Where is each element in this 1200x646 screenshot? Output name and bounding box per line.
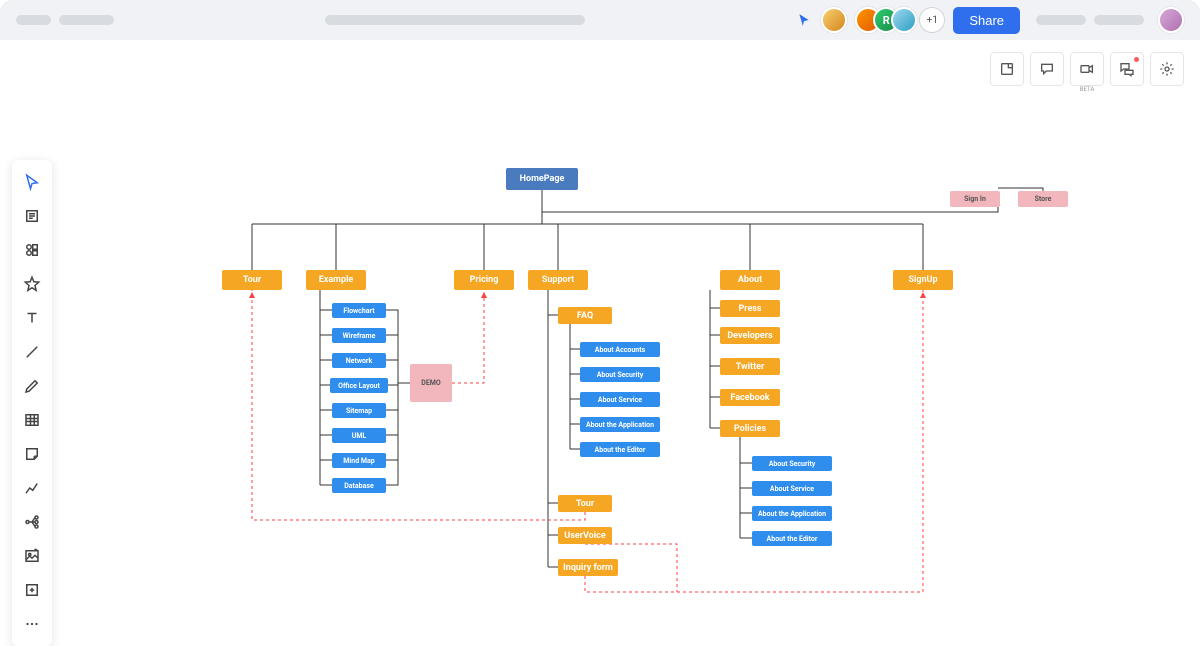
sitemap-node-ab_tw[interactable]: Twitter <box>720 358 780 375</box>
sitemap-node-ex_off[interactable]: Office Layout <box>330 378 388 393</box>
sitemap-node-ex_db[interactable]: Database <box>332 478 386 493</box>
sitemap-node-ex_wire[interactable]: Wireframe <box>332 328 386 343</box>
sitemap-node-faq_ed[interactable]: About the Editor <box>580 442 660 457</box>
sitemap-node-signup[interactable]: SignUp <box>893 270 953 290</box>
sitemap-node-ex_flow[interactable]: Flowchart <box>332 303 386 318</box>
sitemap-node-demo[interactable]: DEMO <box>410 364 452 402</box>
sitemap-node-faq[interactable]: FAQ <box>558 307 612 324</box>
cursor-icon <box>795 11 813 29</box>
decorative-pill <box>16 15 51 25</box>
diagram-canvas[interactable]: HomePage Sign In Store Tour Example Pricing Su… <box>0 40 1200 630</box>
collaborator-avatars[interactable]: R <box>855 7 917 33</box>
sitemap-node-sup_uv[interactable]: UserVoice <box>558 527 612 544</box>
sitemap-node-support[interactable]: Support <box>528 270 588 290</box>
profile-avatar[interactable] <box>1158 7 1184 33</box>
sitemap-node-sup_inq[interactable]: Inquiry form <box>558 559 618 576</box>
decorative-pill <box>1094 15 1144 25</box>
title-placeholder[interactable] <box>325 15 585 25</box>
sitemap-node-ex_site[interactable]: Sitemap <box>332 403 386 418</box>
sitemap-node-ab_press[interactable]: Press <box>720 300 780 317</box>
sitemap-node-ex_uml[interactable]: UML <box>332 428 386 443</box>
sitemap-node-ex_mm[interactable]: Mind Map <box>332 453 386 468</box>
sitemap-node-sup_tour[interactable]: Tour <box>558 495 612 512</box>
sitemap-node-pricing[interactable]: Pricing <box>454 270 514 290</box>
avatar-overflow[interactable]: +1 <box>919 7 945 33</box>
decorative-pill <box>59 15 114 25</box>
sitemap-node-faq_svc[interactable]: About Service <box>580 392 660 407</box>
share-button[interactable]: Share <box>953 7 1020 34</box>
sitemap-node-ab_dev[interactable]: Developers <box>720 327 780 344</box>
sitemap-node-example[interactable]: Example <box>306 270 366 290</box>
sitemap-node-home[interactable]: HomePage <box>506 168 578 190</box>
sitemap-node-ab_fb[interactable]: Facebook <box>720 389 780 406</box>
sitemap-node-tour[interactable]: Tour <box>222 270 282 290</box>
sitemap-node-ex_net[interactable]: Network <box>332 353 386 368</box>
decorative-pill <box>1036 15 1086 25</box>
sitemap-node-pol_svc[interactable]: About Service <box>752 481 832 496</box>
user-avatar[interactable] <box>821 7 847 33</box>
sitemap-node-store[interactable]: Store <box>1018 191 1068 207</box>
sitemap-node-pol_sec[interactable]: About Security <box>752 456 832 471</box>
top-toolbar: R +1 Share <box>0 0 1200 40</box>
sitemap-node-faq_app[interactable]: About the Application <box>580 417 660 432</box>
sitemap-node-faq_acc[interactable]: About Accounts <box>580 342 660 357</box>
sitemap-node-pol_ed[interactable]: About the Editor <box>752 531 832 546</box>
sitemap-node-signin[interactable]: Sign In <box>950 191 1000 207</box>
sitemap-node-pol_app[interactable]: About the Application <box>752 506 832 521</box>
sitemap-node-faq_sec[interactable]: About Security <box>580 367 660 382</box>
sitemap-node-about[interactable]: About <box>720 270 780 290</box>
avatar[interactable] <box>891 7 917 33</box>
sitemap-node-ab_pol[interactable]: Policies <box>720 420 780 437</box>
